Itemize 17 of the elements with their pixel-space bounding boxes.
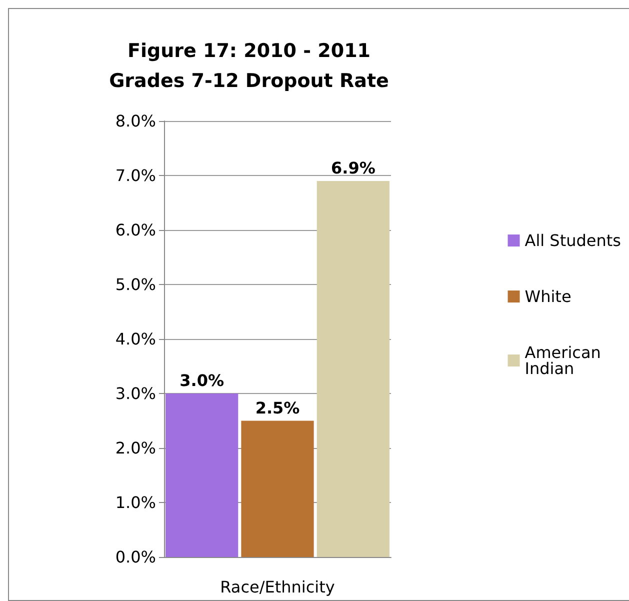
legend-label: All Students xyxy=(524,231,622,250)
data-label: 2.5% xyxy=(255,398,300,418)
y-tick-label: 7.0% xyxy=(115,166,156,185)
y-tick-label: 4.0% xyxy=(115,330,156,348)
legend-label: White xyxy=(524,287,572,306)
chart-title: Figure 17: 2010 - 2011 Grades 7-12 Dropout Rate xyxy=(109,40,389,92)
data-label: 3.0% xyxy=(180,371,224,390)
y-tick-label: 8.0% xyxy=(115,112,156,130)
legend-label: American Indian xyxy=(524,343,606,378)
y-tick-label: 1.0% xyxy=(115,493,156,512)
y-tick-label: 2.0% xyxy=(115,438,156,458)
data-label: 6.9% xyxy=(330,158,376,178)
y-tick-label: 3.0% xyxy=(115,384,156,403)
y-tick-label: 0.0% xyxy=(115,548,156,566)
y-tick-label: 6.0% xyxy=(115,220,156,240)
x-axis-title: Race/Ethnicity xyxy=(220,578,335,596)
y-tick-label: 5.0% xyxy=(115,275,156,294)
